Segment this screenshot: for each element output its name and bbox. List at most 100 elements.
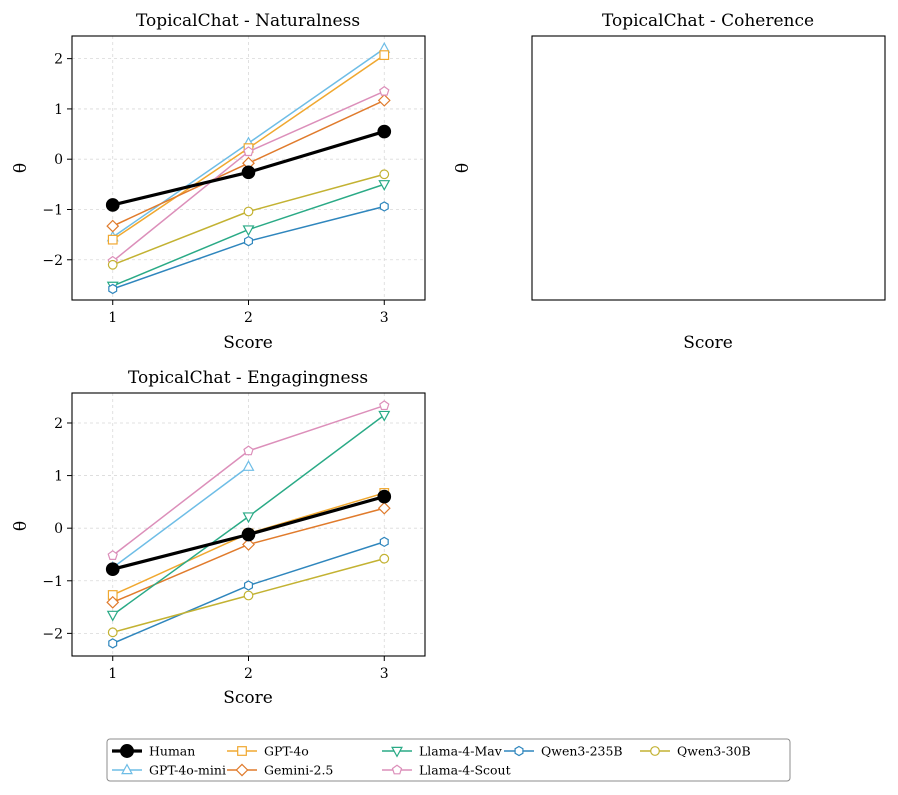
- y-axis-label: θ: [11, 163, 31, 173]
- legend-entry-llama-4-mav: Llama-4-Mav: [382, 744, 503, 759]
- y-tick-label: 1: [54, 469, 63, 485]
- data-point-llama-4-mav: [378, 410, 391, 422]
- legend-marker: [514, 745, 524, 757]
- x-axis-label: Score: [223, 688, 273, 708]
- legend-label: Llama-4-Scout: [419, 763, 511, 778]
- x-tick-label: 2: [244, 310, 253, 326]
- chart-coherence: TopicalChat - Coherence Score θ 1 2 3 −2 −1 0…: [42, 11, 886, 682]
- data-point-qwen3-30b: [379, 169, 390, 180]
- data-point-llama-4-scout: [107, 550, 118, 560]
- series-llama-4-mav: [106, 410, 391, 622]
- data-point-qwen3-30b: [107, 259, 118, 270]
- legend: Human GPT-4o-mini GPT-4o Gemini-2.5 Llama-4-…: [106, 738, 791, 782]
- data-point-gemini-2-5: [106, 595, 120, 609]
- series-gemini-2-5: [106, 93, 391, 233]
- x-tick-label: 1: [108, 310, 117, 326]
- data-point-llama-4-scout: [243, 146, 254, 157]
- data-point-qwen3-235b: [379, 536, 389, 548]
- data-point-qwen3-30b: [243, 206, 254, 217]
- data-point-llama-4-scout: [379, 400, 390, 411]
- plot-frame: [531, 35, 886, 301]
- data-point-gpt-4o-mini: [242, 460, 255, 471]
- data-point-gpt-4o: [379, 50, 390, 61]
- chart-title: TopicalChat - Naturalness: [136, 11, 360, 31]
- x-tick-label: 2: [244, 666, 253, 682]
- legend-frame: [106, 738, 791, 782]
- legend-label: Qwen3-235B: [541, 744, 623, 759]
- data-point-human: [377, 124, 392, 139]
- legend-marker: [391, 764, 403, 775]
- data-point-human: [241, 165, 256, 180]
- legend-label: Llama-4-Mav: [419, 744, 503, 759]
- series-gpt-4o-mini: [106, 460, 255, 572]
- y-axis-label: θ: [11, 521, 31, 531]
- legend-marker: [650, 746, 660, 756]
- data-point-qwen3-235b: [108, 283, 118, 295]
- legend-marker: [237, 746, 247, 756]
- x-axis-label: Score: [683, 333, 733, 353]
- legend-marker: [120, 744, 134, 758]
- data-point-gpt-4o: [107, 234, 118, 245]
- chart-title: TopicalChat - Coherence: [602, 11, 814, 31]
- legend-label: Gemini-2.5: [264, 763, 333, 778]
- y-tick-label: 2: [54, 416, 63, 432]
- data-point-human: [105, 562, 120, 577]
- data-point-llama-4-scout: [379, 85, 390, 96]
- chart-naturalness: TopicalChat - Naturalness Score θ 1 2 3 −2 −…: [11, 11, 426, 353]
- legend-marker: [235, 763, 249, 777]
- plot-frame: [71, 35, 426, 301]
- y-tick-label: 2: [54, 52, 63, 68]
- y-axis-label: θ: [453, 163, 473, 173]
- data-point-qwen3-30b: [379, 553, 390, 564]
- series-human: [105, 489, 392, 577]
- y-tick-label: −2: [42, 626, 63, 642]
- series-llama-4-scout: [107, 85, 390, 266]
- data-point-llama-4-mav: [242, 225, 255, 237]
- data-point-human: [105, 198, 120, 212]
- data-point-qwen3-235b: [379, 201, 389, 212]
- legend-entry-llama-4-scout: Llama-4-Scout: [382, 763, 511, 778]
- series-qwen3-30b: [107, 169, 390, 270]
- y-tick-label: −1: [42, 202, 63, 218]
- data-point-llama-4-mav: [106, 610, 119, 622]
- data-point-llama-4-mav: [242, 512, 255, 524]
- data-point-qwen3-30b: [107, 627, 118, 638]
- data-point-qwen3-30b: [243, 590, 254, 601]
- legend-entry-qwen3-235b: Qwen3-235B: [504, 744, 623, 759]
- y-tick-label: 0: [54, 152, 63, 168]
- legend-marker: [391, 746, 403, 758]
- series-llama-4-scout: [107, 400, 390, 560]
- series-qwen3-30b: [107, 553, 390, 638]
- series-human: [105, 124, 392, 212]
- y-tick-label: 0: [54, 521, 63, 537]
- legend-entry-qwen3-30b: Qwen3-30B: [640, 744, 751, 759]
- y-tick-label: 1: [54, 102, 63, 118]
- y-tick-label: −1: [42, 574, 63, 590]
- series-llama-4-mav: [106, 180, 391, 293]
- legend-label: Qwen3-30B: [677, 744, 751, 759]
- legend-entry-gemini-2-5: Gemini-2.5: [227, 763, 333, 778]
- plot-frame: [71, 392, 426, 657]
- data-point-qwen3-235b: [243, 235, 254, 247]
- legend-entry-gpt-4o: GPT-4o: [227, 744, 309, 759]
- legend-entry-gpt-4o-mini: GPT-4o-mini: [112, 763, 226, 778]
- legend-entry-human: Human: [112, 744, 195, 759]
- series-qwen3-235b: [108, 201, 389, 295]
- data-point-human: [241, 527, 256, 542]
- data-point-qwen3-235b: [108, 638, 118, 649]
- data-point-llama-4-mav: [378, 180, 391, 191]
- x-tick-label: 3: [380, 666, 389, 682]
- data-point-gemini-2-5: [377, 93, 391, 107]
- data-point-gemini-2-5: [377, 501, 391, 515]
- data-point-gemini-2-5: [106, 219, 120, 233]
- chart-engagingness: TopicalChat - Engagingness Score θ: [11, 368, 426, 708]
- chart-title: TopicalChat - Engagingness: [128, 368, 368, 388]
- legend-label: GPT-4o-mini: [149, 763, 226, 778]
- y-tick-label: −2: [42, 253, 63, 269]
- series-qwen3-235b: [108, 536, 389, 649]
- x-axis-label: Score: [223, 333, 273, 353]
- data-point-gemini-2-5: [242, 538, 255, 551]
- legend-marker: [121, 763, 133, 775]
- data-point-qwen3-235b: [243, 580, 254, 591]
